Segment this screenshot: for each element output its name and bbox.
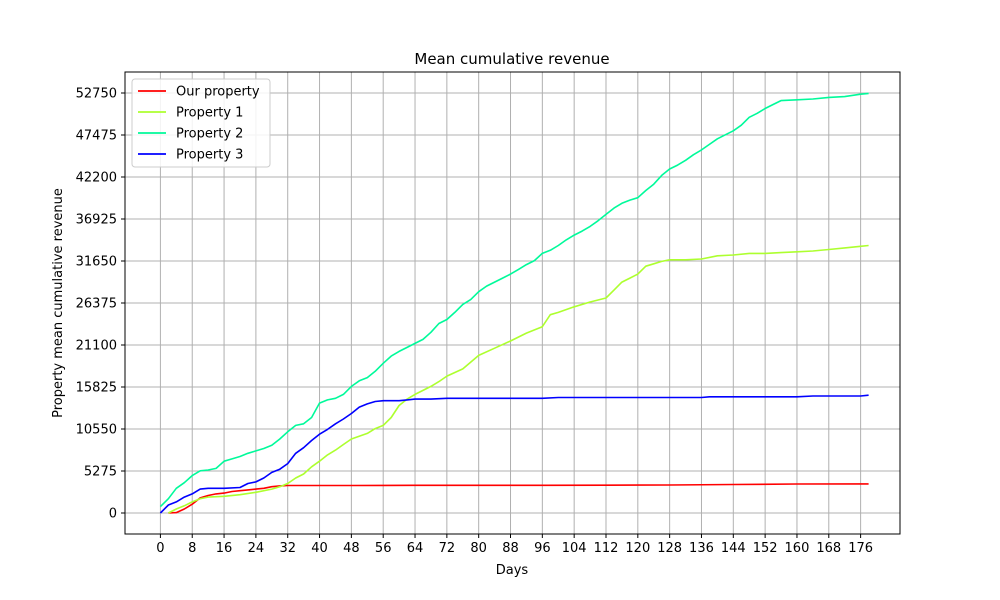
x-tick-label: 136 <box>689 541 714 556</box>
legend-box <box>131 78 271 168</box>
y-tick-label: 15825 <box>76 381 117 396</box>
legend-label-our-property: Our property <box>176 85 260 100</box>
legend-label-property-2: Property 2 <box>176 127 243 142</box>
series-line-our-property <box>168 483 869 514</box>
x-tick-label: 168 <box>816 541 841 556</box>
y-tick-label: 36925 <box>76 213 117 228</box>
x-tick-label: 120 <box>625 541 650 556</box>
x-tick-label: 72 <box>439 541 456 556</box>
x-tick-label: 40 <box>311 541 328 556</box>
x-tick-label: 112 <box>594 541 619 556</box>
x-tick-label: 96 <box>534 541 551 556</box>
chart-title: Mean cumulative revenue <box>414 50 609 68</box>
x-tick-label: 80 <box>470 541 487 556</box>
y-tick-label: 47475 <box>76 129 117 144</box>
y-tick-label: 10550 <box>76 423 117 438</box>
x-tick-label: 16 <box>216 541 233 556</box>
series-lines <box>159 92 869 514</box>
x-tick-label: 104 <box>562 541 587 556</box>
x-tick-label: 56 <box>375 541 392 556</box>
series-line-property-1 <box>168 244 869 514</box>
axis-ticks: 0 8 16 24 32 40 48 56 64 72 80 88 96 104 112 120 128 136 1… <box>76 87 873 557</box>
x-tick-label: 64 <box>407 541 424 556</box>
x-tick-label: 160 <box>785 541 810 556</box>
x-tick-label: 32 <box>279 541 296 556</box>
legend: Our property Property 1 Property 2 Property… <box>131 78 271 168</box>
legend-label-property-1: Property 1 <box>176 106 243 121</box>
y-tick-label: 31650 <box>76 255 117 270</box>
y-axis-title: Property mean cumulative revenue <box>51 188 66 418</box>
legend-label-property-3: Property 3 <box>176 148 243 163</box>
x-tick-label: 0 <box>156 541 164 556</box>
y-tick-label: 21100 <box>76 339 117 354</box>
series-line-property-3 <box>159 394 869 514</box>
x-tick-label: 176 <box>848 541 873 556</box>
y-tick-label: 5275 <box>84 465 117 480</box>
series-line-property-2 <box>159 92 869 508</box>
y-tick-label: 0 <box>109 507 117 522</box>
x-tick-label: 144 <box>721 541 746 556</box>
y-tick-label: 52750 <box>76 87 117 102</box>
x-tick-label: 88 <box>502 541 519 556</box>
y-tick-label: 26375 <box>76 297 117 312</box>
x-tick-label: 128 <box>657 541 682 556</box>
x-tick-label: 152 <box>753 541 778 556</box>
x-axis-title: Days <box>496 563 529 578</box>
x-tick-label: 24 <box>248 541 265 556</box>
y-tick-label: 42200 <box>76 171 117 186</box>
x-tick-label: 8 <box>188 541 196 556</box>
x-tick-label: 48 <box>343 541 360 556</box>
